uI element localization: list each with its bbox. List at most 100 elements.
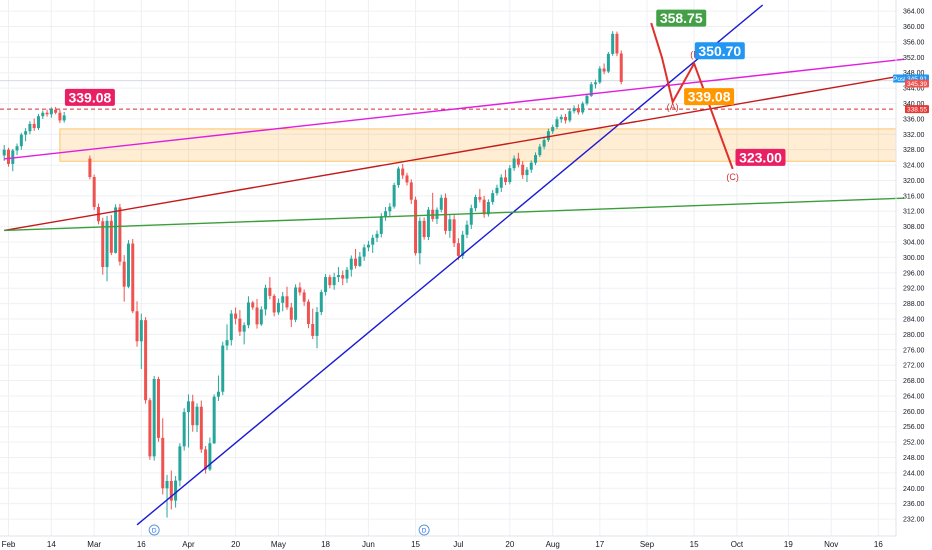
x-tick-label: Nov bbox=[824, 540, 838, 549]
candle-body bbox=[512, 158, 516, 169]
candle-body bbox=[105, 220, 109, 268]
y-tick-label: 248.00 bbox=[903, 455, 925, 462]
candle-body bbox=[482, 199, 486, 215]
candle-body bbox=[221, 345, 225, 392]
candle-body bbox=[302, 292, 306, 302]
candle-body bbox=[45, 112, 49, 115]
x-axis: Feb 14 Mar 16 Apr 20 May 18 Jun 15 Jul 20 Aug 17 Sep 15… bbox=[2, 540, 884, 549]
candle-body bbox=[456, 243, 460, 256]
candle-body bbox=[409, 182, 413, 200]
label-323-00-box bbox=[735, 148, 786, 166]
y-tick-label: 260.00 bbox=[903, 409, 925, 416]
candle-body bbox=[422, 220, 426, 238]
candle-body bbox=[32, 123, 36, 129]
x-tick-label: 15 bbox=[690, 540, 699, 549]
y-tick-label: 264.00 bbox=[903, 393, 925, 400]
candle-body bbox=[418, 220, 422, 254]
candle-body bbox=[259, 309, 263, 325]
x-tick-label: 20 bbox=[505, 540, 514, 549]
candle-body bbox=[375, 233, 379, 238]
label-339-08-left-box bbox=[64, 88, 115, 106]
y-tick-label: 304.00 bbox=[903, 240, 925, 247]
candle-body bbox=[161, 437, 165, 489]
label-350-70: 350.70 bbox=[698, 43, 741, 59]
x-tick-label: 19 bbox=[784, 540, 793, 549]
candle-body bbox=[589, 84, 593, 96]
candle-body bbox=[118, 207, 122, 262]
candle-body bbox=[41, 112, 45, 117]
candle-body bbox=[559, 116, 563, 120]
y-tick-label: 316.00 bbox=[903, 193, 925, 200]
candle-body bbox=[598, 68, 602, 83]
dividend-marker-label: D bbox=[422, 528, 427, 535]
candle-body bbox=[208, 443, 212, 470]
candle-body bbox=[521, 164, 525, 176]
x-tick-label: 20 bbox=[231, 540, 240, 549]
magenta-channel-line bbox=[4, 58, 905, 160]
candles bbox=[2, 31, 623, 518]
candle-body bbox=[508, 168, 512, 183]
badge-345-91: 345.91 bbox=[907, 76, 927, 83]
x-tick-label: Oct bbox=[731, 540, 744, 549]
candle-body bbox=[62, 115, 66, 121]
candle-body bbox=[439, 197, 443, 210]
candle-body bbox=[396, 168, 400, 186]
x-tick-label: 17 bbox=[595, 540, 604, 549]
y-tick-label: 348.00 bbox=[903, 70, 925, 77]
darkred-trend-line bbox=[4, 74, 905, 232]
candle-body bbox=[516, 158, 520, 165]
candle-body bbox=[465, 224, 469, 235]
candle-body bbox=[336, 275, 340, 278]
candle-body bbox=[392, 185, 396, 207]
x-tick-label: Mar bbox=[87, 540, 101, 549]
candle-body bbox=[615, 33, 619, 54]
y-tick-label: 344.00 bbox=[903, 86, 925, 93]
candle-body bbox=[135, 311, 139, 342]
candle-body bbox=[388, 206, 392, 212]
candle-body bbox=[426, 209, 430, 238]
candle-body bbox=[594, 82, 598, 85]
candle-body bbox=[619, 53, 623, 82]
candle-body bbox=[491, 193, 495, 203]
candle-body bbox=[448, 219, 452, 231]
candle-body bbox=[534, 155, 538, 163]
y-tick-label: 256.00 bbox=[903, 424, 925, 431]
candle-body bbox=[362, 247, 366, 257]
candle-body bbox=[538, 146, 542, 156]
candle-body bbox=[602, 68, 606, 72]
label-339-08-right: 339.08 bbox=[688, 89, 731, 105]
candle-body bbox=[216, 391, 220, 397]
candle-body bbox=[182, 412, 186, 447]
y-tick-label: 244.00 bbox=[903, 470, 925, 477]
candle-body bbox=[546, 131, 550, 141]
badge-post-bg bbox=[893, 74, 906, 83]
y-tick-label: 268.00 bbox=[903, 378, 925, 385]
y-tick-label: 360.00 bbox=[903, 24, 925, 31]
candle-body bbox=[452, 219, 456, 244]
candle-body bbox=[306, 301, 310, 324]
x-tick-label: Apr bbox=[182, 540, 195, 549]
label-358-75: 358.75 bbox=[660, 10, 703, 26]
y-tick-label: 296.00 bbox=[903, 270, 925, 277]
candle-body bbox=[529, 162, 533, 170]
y-tick-label: 312.00 bbox=[903, 209, 925, 216]
candle-body bbox=[169, 480, 173, 501]
candle-body bbox=[478, 197, 482, 200]
dividend-marker-label: D bbox=[152, 528, 157, 535]
candle-body bbox=[384, 211, 388, 217]
candle-body bbox=[358, 256, 362, 266]
candle-body bbox=[542, 140, 546, 147]
x-tick-label: May bbox=[271, 540, 286, 549]
candle-body bbox=[204, 449, 208, 470]
y-tick-label: 232.00 bbox=[903, 517, 925, 524]
candle-body bbox=[341, 275, 345, 279]
candle-body bbox=[611, 33, 615, 54]
trendlines bbox=[4, 4, 905, 526]
candle-body bbox=[225, 340, 229, 346]
candle-body bbox=[354, 258, 358, 266]
candle-body bbox=[564, 116, 568, 121]
candle-body bbox=[319, 292, 323, 313]
candle-body bbox=[499, 177, 503, 188]
